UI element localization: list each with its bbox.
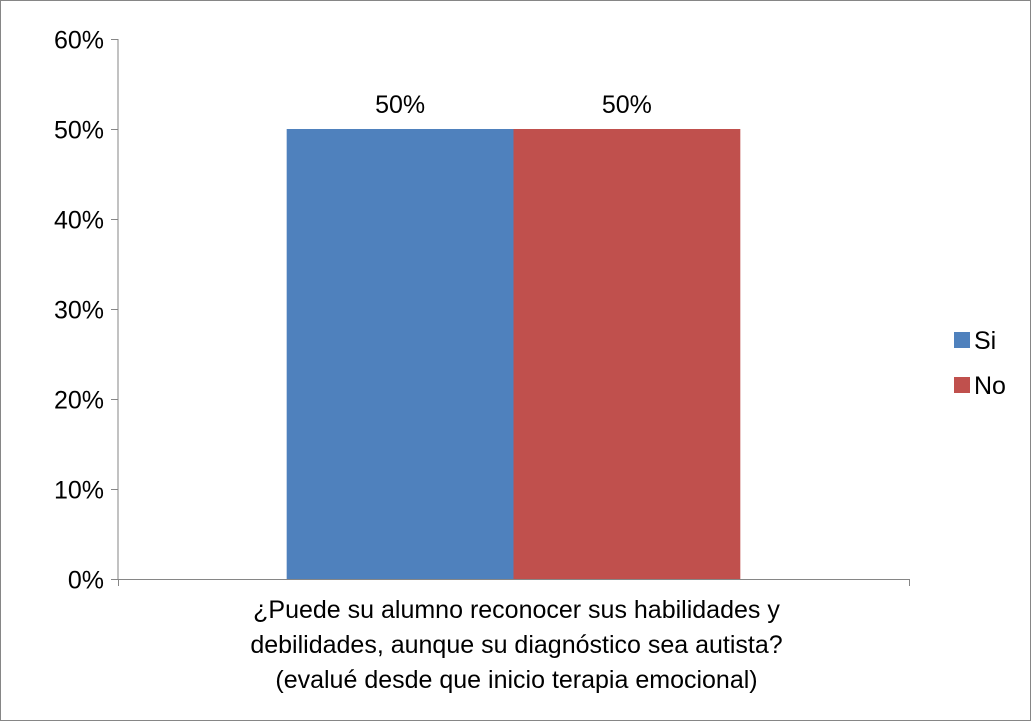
y-tick-label: 40% [54,207,104,235]
y-tick-label: 10% [54,477,104,505]
legend-swatch-no [954,377,970,393]
legend-label-no: No [974,372,1006,400]
data-label-no: 50% [602,91,652,119]
legend-label-si: Si [974,327,996,355]
category-label-line: ¿Puede su alumno reconocer sus habilidad… [253,596,780,624]
legend: Si No [954,327,1006,400]
bar-si [286,129,514,579]
y-tick-label: 20% [54,387,104,415]
y-tick-label: 60% [54,27,104,55]
y-axis: 0% 10% 20% 30% 40% 50% 60% [54,27,119,595]
y-tick-label: 30% [54,297,104,325]
bar-no [513,129,741,579]
y-tick-label: 50% [54,117,104,145]
y-tick-label: 0% [68,567,104,595]
category-label-line: (evalué desde que inicio terapia emocion… [275,666,757,694]
category-label: ¿Puede su alumno reconocer sus habilidad… [250,596,782,694]
category-label-line: debilidades, aunque su diagnóstico sea a… [250,631,782,659]
bars [286,129,741,579]
x-axis [118,579,910,586]
data-labels: 50% 50% [375,91,652,119]
data-label-si: 50% [375,91,425,119]
legend-swatch-si [954,332,970,348]
